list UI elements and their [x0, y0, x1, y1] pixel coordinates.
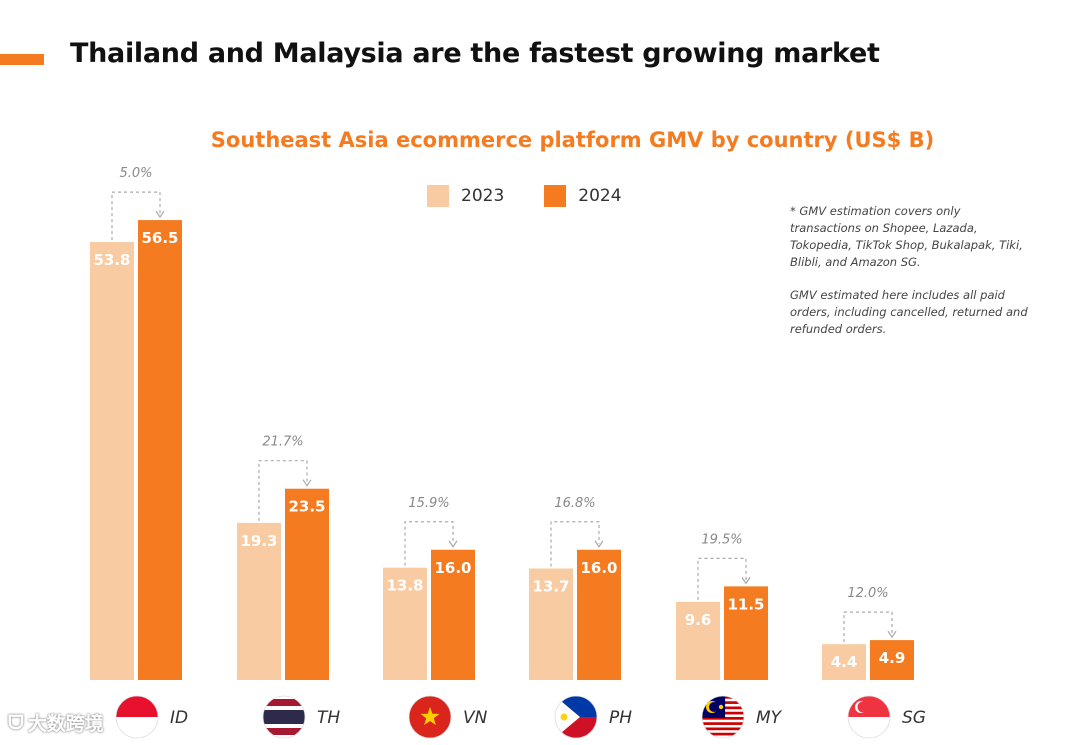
value-label-2023-id: 53.8 — [93, 251, 130, 269]
country-label-vn: VN — [463, 708, 488, 728]
value-label-2024-my: 11.5 — [727, 595, 764, 613]
growth-arrowhead-id — [155, 210, 165, 219]
growth-arrowhead-sg — [887, 630, 897, 639]
country-label-sg: SG — [902, 708, 926, 728]
bar-2024-vn — [431, 549, 475, 680]
bar-2023-ph — [529, 568, 573, 680]
bar-2023-th — [237, 522, 281, 680]
growth-arrowhead-my — [741, 577, 751, 585]
thailand-flag-icon — [263, 696, 305, 738]
growth-bracket-th — [258, 460, 308, 521]
watermark-logo-icon: ᗜ — [8, 711, 24, 734]
growth-label-sg: 12.0% — [847, 586, 888, 601]
legend-label-2024: 2024 — [578, 186, 622, 206]
bar-2024-ph — [577, 549, 621, 680]
legend-swatch-2024 — [544, 185, 567, 207]
value-label-2024-th: 23.5 — [288, 498, 325, 516]
growth-bracket-ph — [550, 521, 600, 567]
growth-arrowhead-th — [302, 479, 312, 487]
chart-title: Southeast Asia ecommerce platform GMV by… — [210, 128, 935, 152]
headline-accent-bar — [0, 54, 44, 65]
bar-2024-th — [285, 488, 329, 680]
vietnam-flag-icon — [409, 696, 451, 738]
growth-bracket-my — [697, 557, 747, 600]
bar-2023-my — [676, 601, 720, 680]
bar-2023-sg — [822, 644, 866, 680]
value-label-2024-vn: 16.0 — [434, 559, 471, 577]
flag-border-vn — [408, 695, 452, 739]
growth-arrowhead-vn — [448, 540, 458, 548]
flag-border-sg — [847, 695, 891, 739]
legend-label-2023: 2023 — [461, 186, 505, 206]
legend-item-2024: 2024 — [544, 185, 622, 207]
flag-border-my — [701, 695, 745, 739]
footnote-definition: GMV estimated here includes all paid ord… — [790, 288, 1028, 336]
country-label-my: MY — [756, 708, 783, 728]
bar-2024-sg — [870, 640, 914, 680]
indonesia-flag-icon — [116, 696, 158, 738]
country-label-ph: PH — [609, 708, 632, 728]
growth-arrowhead-ph — [594, 540, 604, 548]
bar-2024-id — [138, 220, 182, 680]
growth-bracket-sg — [843, 611, 893, 643]
watermark-text: 大数跨境 — [27, 713, 104, 735]
bar-2024-my — [724, 586, 768, 680]
chart-legend: 2023 2024 — [427, 185, 622, 207]
philippines-flag-icon — [555, 696, 597, 738]
bar-2023-vn — [383, 567, 427, 680]
value-label-2023-vn: 13.8 — [386, 577, 423, 595]
value-label-2023-sg: 4.4 — [831, 653, 858, 671]
footnote-coverage: * GMV estimation covers only transaction… — [790, 204, 1023, 269]
country-label-id: ID — [170, 708, 188, 728]
legend-item-2023: 2023 — [427, 185, 504, 207]
flag-border-th — [262, 695, 306, 739]
growth-bracket-vn — [404, 521, 454, 566]
value-label-2024-id: 56.5 — [141, 229, 178, 247]
value-label-2023-th: 19.3 — [240, 532, 277, 550]
growth-label-id: 5.0% — [119, 166, 152, 181]
value-label-2024-sg: 4.9 — [879, 649, 906, 667]
value-label-2023-my: 9.6 — [685, 611, 712, 629]
flag-border-ph — [554, 695, 598, 739]
growth-label-th: 21.7% — [262, 435, 303, 450]
singapore-flag-icon — [848, 696, 890, 738]
value-label-2024-ph: 16.0 — [580, 559, 617, 577]
page-headline: Thailand and Malaysia are the fastest gr… — [70, 38, 880, 69]
watermark: ᗜ 大数跨境 — [8, 709, 104, 736]
country-label-th: TH — [317, 708, 340, 728]
value-label-2023-ph: 13.7 — [532, 577, 569, 595]
growth-label-vn: 15.9% — [408, 496, 449, 511]
legend-swatch-2023 — [427, 185, 449, 207]
chart-footnote: * GMV estimation covers only transaction… — [790, 203, 1030, 354]
flag-border-id — [115, 695, 159, 739]
bar-2023-id — [90, 242, 134, 680]
growth-label-my: 19.5% — [701, 532, 742, 547]
growth-label-ph: 16.8% — [554, 496, 595, 511]
